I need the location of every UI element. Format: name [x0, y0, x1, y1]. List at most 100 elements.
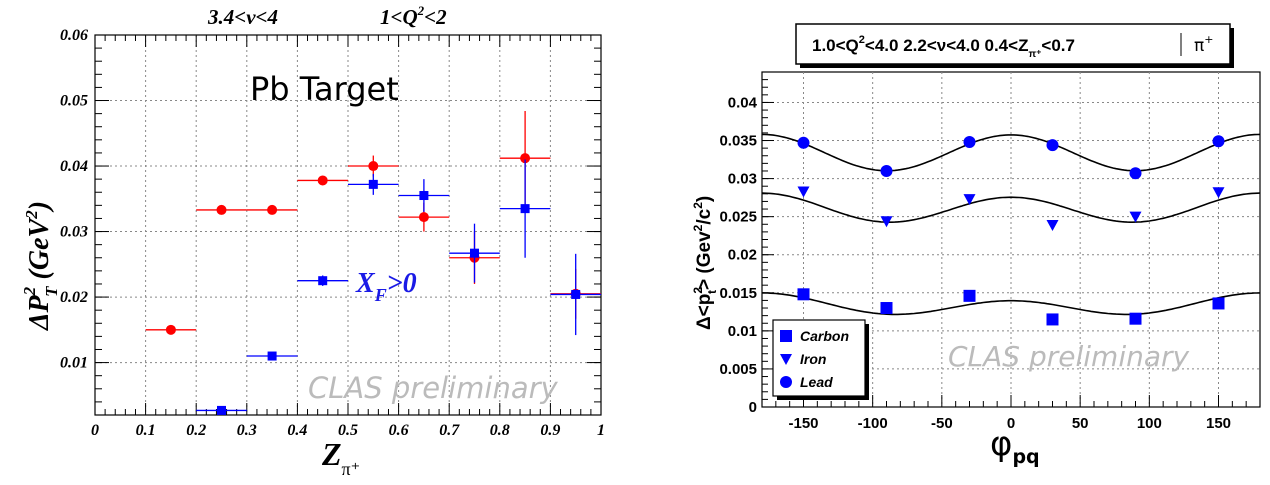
point-lead [1046, 139, 1059, 152]
right-x-axis-label: φpq [990, 424, 1040, 468]
left-y-tick-labels: 0.01 0.02 0.03 0.04 0.05 0.06 [60, 27, 88, 372]
right-y-tick-label: 0.04 [728, 94, 758, 111]
right-watermark: CLAS preliminary [948, 340, 1190, 373]
point-carbon [1212, 297, 1225, 310]
legend-label-carbon: Carbon [800, 328, 849, 344]
left-x-tick-label: 0.7 [439, 422, 460, 439]
right-y-tick-label: 0.02 [728, 247, 757, 264]
left-title-nu: 3.4<ν<4 [207, 5, 278, 29]
right-x-tick-label: 100 [1137, 415, 1162, 432]
left-point-blue [571, 289, 581, 299]
right-title-text: 1.0<Q2<4.0 2.2<ν<4.0 0.4<Zπ⁺<0.7 [812, 34, 1075, 60]
left-x-tick-label: 0.6 [389, 422, 409, 439]
point-lead [963, 136, 976, 149]
right-x-tick-labels: -150 -100 -50 0 50 100 150 [788, 415, 1231, 432]
left-y-tick-label: 0.06 [60, 27, 88, 44]
left-y-tick-label: 0.03 [60, 224, 88, 241]
right-y-tick-label: 0.015 [719, 285, 757, 302]
left-point-blue [368, 179, 378, 189]
right-x-tick-label: 150 [1206, 415, 1231, 432]
left-grid [95, 35, 601, 415]
left-x-tick-label: 0.2 [186, 422, 206, 439]
right-y-tick-label: 0.03 [728, 171, 757, 188]
left-point-blue [419, 191, 429, 201]
right-y-tick-label: 0.035 [719, 133, 757, 150]
point-iron [797, 186, 810, 198]
point-lead [1129, 167, 1142, 180]
left-point-red [267, 204, 278, 215]
pb-target-annotation: Pb Target [250, 70, 399, 108]
left-chart: 0 0.1 0.2 0.3 0.4 0.5 0.6 0.7 0.8 0.9 1 0.010.020.… [20, 3, 605, 479]
right-fit-curves [761, 133, 1261, 316]
left-x-tick-label: 0.1 [136, 422, 156, 439]
left-point-blue [267, 351, 277, 361]
legend: Carbon Iron Lead [780, 328, 849, 390]
right-data-marks [797, 135, 1225, 326]
left-data-marks [145, 111, 601, 415]
right-ticks [761, 79, 1261, 408]
left-x-tick-label: 0.8 [490, 422, 510, 439]
left-x-axis-label: Zπ⁺ [321, 436, 360, 479]
left-y-tick-label: 0.01 [60, 355, 88, 372]
right-x-tick-label: -50 [931, 415, 953, 432]
right-y-tick-label: 0 [749, 399, 757, 416]
left-x-tick-label: 0.3 [237, 422, 257, 439]
right-chart: -150 -100 -50 0 50 100 150 0 0.005 0.01 0.015 0.02… [691, 23, 1261, 468]
left-point-blue [470, 248, 479, 258]
left-y-axis-label: ΔP2 T (GeV2) [20, 201, 61, 331]
right-x-tick-label: 0 [1007, 415, 1015, 432]
point-lead [880, 164, 893, 177]
left-y-tick-label: 0.04 [60, 158, 88, 175]
left-x-tick-label: 0.9 [540, 422, 560, 439]
point-lead [1212, 135, 1225, 148]
right-y-axis-label: Δ<p2t> (Gev2/c2) [691, 196, 719, 330]
left-watermark: CLAS preliminary [308, 371, 559, 405]
left-ticks [94, 34, 602, 416]
right-x-tick-label: -100 [858, 415, 888, 432]
legend-marker-lead [780, 376, 792, 388]
left-point-red [520, 153, 531, 164]
right-y-tick-label: 0.025 [719, 209, 757, 226]
left-x-tick-label: 0.4 [287, 422, 307, 439]
left-point-blue [217, 405, 226, 415]
left-point-red [317, 175, 328, 186]
legend-label-iron: Iron [800, 351, 826, 367]
xf-annotation: XF>0 [355, 268, 417, 305]
left-point-red [368, 161, 379, 172]
right-x-tick-label: 50 [1072, 415, 1089, 432]
right-title-box [795, 23, 1231, 65]
left-point-red [216, 204, 227, 215]
point-iron [1212, 187, 1225, 199]
point-iron [963, 194, 976, 206]
fit-curve-lead [761, 133, 1261, 172]
fit-curve-iron [761, 192, 1261, 223]
right-y-tick-label: 0.01 [728, 323, 757, 340]
right-title-particle: π+ [1194, 33, 1213, 56]
left-x-tick-label: 1 [597, 422, 605, 439]
left-point-red [165, 324, 176, 335]
point-lead [797, 136, 810, 149]
point-carbon [1046, 313, 1059, 326]
right-y-tick-label: 0.005 [719, 361, 757, 378]
left-point-red [418, 212, 429, 223]
left-x-tick-label: 0 [91, 422, 99, 439]
right-x-tick-label: -150 [788, 415, 818, 432]
point-carbon [880, 302, 893, 315]
left-y-tick-label: 0.02 [60, 289, 88, 306]
left-y-tick-label: 0.05 [60, 93, 88, 110]
legend-label-lead: Lead [800, 374, 833, 390]
point-carbon [963, 289, 976, 302]
left-x-tick-labels: 0 0.1 0.2 0.3 0.4 0.5 0.6 0.7 0.8 0.9 1 [91, 422, 605, 439]
fit-curve-carbon [761, 292, 1261, 316]
point-iron [1046, 220, 1059, 232]
left-point-blue [520, 204, 530, 214]
right-y-tick-labels: 0 0.005 0.01 0.015 0.02 0.025 0.03 0.035 0.04 [719, 94, 757, 416]
point-carbon [797, 288, 810, 301]
left-title-q2: 1<Q2<2 [380, 3, 447, 29]
left-point-blue [318, 276, 328, 286]
point-carbon [1129, 312, 1142, 325]
legend-marker-iron [780, 354, 792, 365]
point-iron [1129, 211, 1142, 223]
left-x-tick-label: 0.5 [338, 422, 358, 439]
